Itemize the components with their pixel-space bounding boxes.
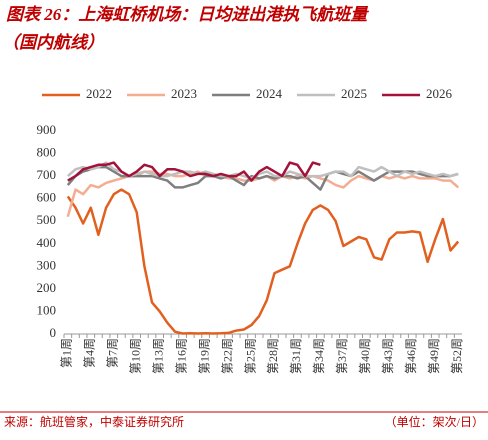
legend-label: 2022 xyxy=(86,86,112,101)
x-tick-label: 第46周 xyxy=(404,338,418,374)
x-tick-label: 第43周 xyxy=(381,338,395,374)
x-tick-label: 第22周 xyxy=(220,338,234,374)
y-tick-label: 100 xyxy=(37,302,57,317)
x-tick-label: 第28周 xyxy=(266,338,280,374)
x-tick-label: 第52周 xyxy=(450,338,464,374)
y-tick-label: 600 xyxy=(37,190,57,205)
x-tick-label: 第49周 xyxy=(427,338,441,374)
x-tick-label: 第7周 xyxy=(106,338,120,368)
y-tick-label: 0 xyxy=(50,325,57,340)
y-tick-label: 300 xyxy=(37,257,57,272)
x-tick-label: 第16周 xyxy=(174,338,188,374)
legend-label: 2024 xyxy=(256,86,283,101)
x-tick-label: 第19周 xyxy=(197,338,211,374)
y-tick-label: 200 xyxy=(37,280,57,295)
y-tick-label: 400 xyxy=(37,235,57,250)
y-tick-label: 500 xyxy=(37,212,57,227)
x-tick-label: 第1周 xyxy=(60,338,74,368)
x-tick-label: 第4周 xyxy=(83,338,97,368)
unit-note: （单位：架次/日） xyxy=(385,414,484,429)
legend-label: 2026 xyxy=(426,86,453,101)
y-tick-label: 700 xyxy=(37,167,57,182)
x-tick-label: 第10周 xyxy=(128,338,142,374)
series-line xyxy=(66,188,460,335)
source-note: 来源：航班管家，中泰证券研究所 xyxy=(4,414,184,429)
legend-label: 2023 xyxy=(171,86,197,101)
x-tick-label: 第34周 xyxy=(312,338,326,374)
legend-label: 2025 xyxy=(341,86,367,101)
x-tick-label: 第31周 xyxy=(289,338,303,374)
chart-title: 图表 26：上海虹桥机场：日均进出港执飞航班量 xyxy=(6,5,369,24)
x-tick-label: 第40周 xyxy=(358,338,372,374)
chart-title: （国内航线） xyxy=(2,33,104,52)
x-tick-label: 第13周 xyxy=(151,338,165,374)
x-tick-label: 第37周 xyxy=(335,338,349,374)
series-line xyxy=(67,161,321,182)
x-tick-label: 第25周 xyxy=(243,338,257,374)
y-tick-label: 900 xyxy=(37,122,57,137)
y-tick-label: 800 xyxy=(37,145,57,160)
